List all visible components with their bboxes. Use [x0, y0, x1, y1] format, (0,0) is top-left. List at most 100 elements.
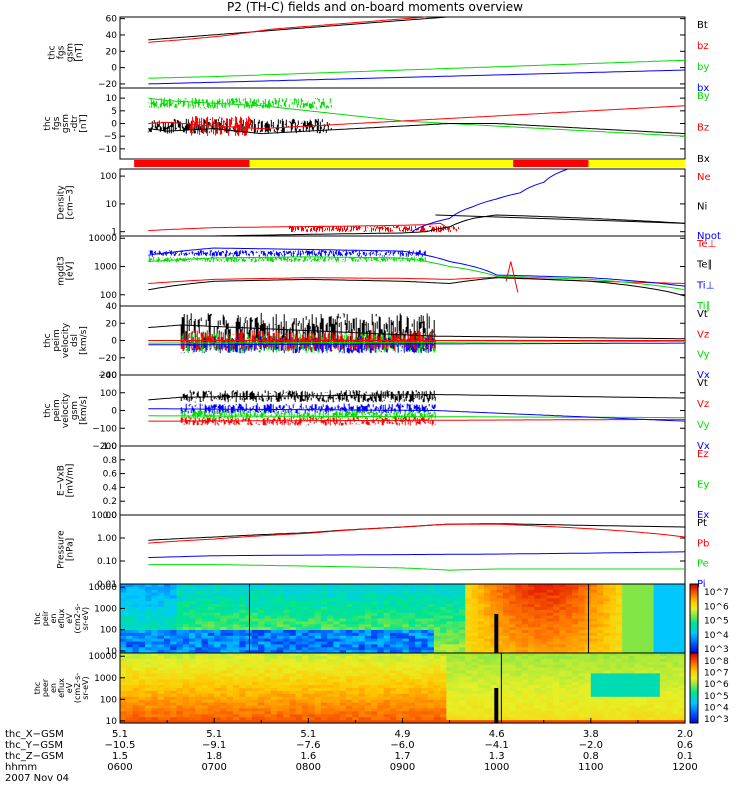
spectrogram-cell [283, 630, 291, 634]
spectrogram-cell [270, 644, 278, 648]
spectrogram-cell [151, 609, 159, 614]
spectrogram-cell [276, 682, 284, 686]
spectrogram-cell [402, 632, 410, 637]
spectrogram-cell [553, 647, 561, 651]
spectrogram-cell [120, 696, 127, 701]
legend-Vy: Vy [697, 350, 710, 361]
spectrogram-cell [415, 720, 422, 724]
spectrogram-cell [339, 615, 347, 620]
spectrogram-cell [672, 621, 680, 625]
spectrogram-cell [615, 685, 623, 689]
spectrogram-cell [666, 612, 674, 617]
colorbar-cell [690, 689, 698, 692]
spectrogram-cell [245, 711, 253, 715]
spectrogram-cell [214, 685, 222, 689]
spectrogram-cell [138, 615, 146, 620]
spectrogram-cell [226, 592, 234, 597]
spectrogram-cell [540, 589, 548, 594]
spectrogram-cell [421, 682, 429, 686]
spectrogram-cell [590, 650, 598, 654]
spectrogram-cell [270, 632, 278, 637]
spectrogram-cell [170, 711, 178, 715]
spectrogram-cell [214, 720, 222, 724]
spectrogram-cell [521, 584, 529, 588]
spectrogram-cell [302, 647, 309, 651]
spectrogram-cell [151, 586, 159, 591]
spectrogram-cell [132, 638, 140, 643]
spectrogram-cell [302, 601, 309, 605]
spectrogram-cell [590, 676, 598, 680]
spectrogram-cell [521, 720, 529, 724]
spectrogram-cell [170, 627, 178, 631]
spectrogram-cell [653, 584, 661, 588]
spectrogram-cell [496, 717, 504, 721]
spectrogram-cell [678, 630, 686, 634]
spectrogram-cell [521, 658, 529, 663]
spectrogram-cell [603, 658, 611, 663]
spectrogram-cell [603, 682, 611, 686]
spectrogram-cell [207, 650, 215, 654]
spectrogram-cell [371, 664, 378, 669]
spectrogram-cell [590, 693, 598, 698]
spectrogram-cell [383, 635, 391, 640]
spectrogram-cell [628, 696, 636, 701]
spectrogram-cell [534, 612, 542, 617]
spectrogram-cell [578, 655, 586, 660]
spectrogram-cell [377, 647, 385, 651]
spectrogram-cell [157, 612, 165, 617]
spectrogram-cell [615, 650, 623, 654]
spectrogram-cell [264, 708, 272, 712]
spectrogram-cell [389, 601, 397, 605]
spectrogram-cell [371, 650, 378, 654]
spectrogram-cell [622, 661, 630, 666]
spectrogram-cell [295, 641, 303, 645]
spectrogram-cell [396, 641, 404, 645]
spectrogram-cell [584, 696, 592, 701]
spectrogram-cell [672, 632, 680, 637]
spectrogram-cell [220, 690, 228, 695]
spectrogram-cell [628, 595, 636, 599]
spectrogram-cell [433, 679, 441, 683]
spectrogram-cell [132, 630, 140, 634]
spectrogram-cell [138, 673, 146, 677]
spectrogram-cell [195, 586, 203, 591]
spectrogram-cell [120, 711, 127, 715]
spectrogram-cell [151, 690, 159, 695]
spectrogram-cell [502, 621, 510, 625]
spectrogram-cell [383, 676, 391, 680]
spectrogram-cell [584, 653, 592, 657]
spectrogram-cell [132, 635, 140, 640]
spectrogram-cell [245, 717, 253, 721]
spectrogram-cell [302, 661, 309, 666]
spectrogram-cell [226, 609, 234, 614]
spectrogram-cell [358, 615, 366, 620]
spectrogram-cell [327, 696, 335, 701]
spectrogram-cell [233, 682, 240, 686]
spectrogram-cell [320, 717, 328, 721]
spectrogram-cell [120, 612, 127, 617]
spectrogram-cell [609, 630, 617, 634]
spectrogram-cell [528, 699, 535, 704]
colorbar-cell [690, 660, 698, 663]
spectrogram-cell [276, 655, 284, 660]
spectrogram-cell [333, 650, 341, 654]
spectrogram-cell [465, 679, 473, 683]
spectrogram-cell [402, 650, 410, 654]
spectrogram-cell [396, 717, 404, 721]
spectrogram-cell [477, 592, 485, 597]
spectrogram-cell [496, 670, 504, 674]
colorbar-cell [690, 590, 698, 594]
spectrogram-cell [553, 673, 561, 677]
spectrogram-cell [496, 607, 504, 611]
spectrogram-cell [251, 679, 259, 683]
spectrogram-cell [427, 693, 435, 698]
spectrogram-cell [628, 711, 636, 715]
spectrogram-cell [320, 589, 328, 594]
x-tick-label: 0700 [201, 762, 226, 773]
spectrogram-cell [477, 679, 485, 683]
spectrogram-cell [258, 612, 265, 617]
spectrogram-cell [245, 676, 253, 680]
spectrogram-cell [358, 705, 366, 709]
spectrogram-cell [220, 661, 228, 666]
y-axis-label: [cm−3] [66, 185, 76, 219]
